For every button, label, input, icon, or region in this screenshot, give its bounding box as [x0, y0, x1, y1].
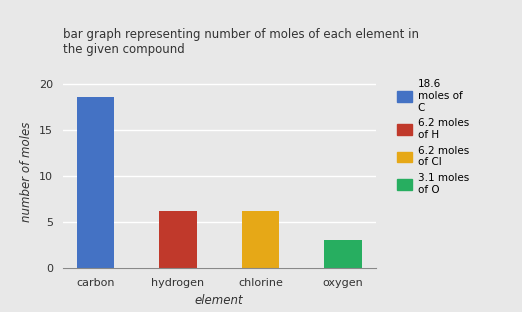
Legend: 18.6
moles of
C, 6.2 moles
of H, 6.2 moles
of Cl, 3.1 moles
of O: 18.6 moles of C, 6.2 moles of H, 6.2 mol… — [394, 76, 472, 198]
Y-axis label: number of moles: number of moles — [20, 121, 33, 222]
X-axis label: element: element — [195, 294, 244, 307]
Bar — [242, 211, 279, 268]
Text: bar graph representing number of moles of each element in
the given compound: bar graph representing number of moles o… — [63, 28, 419, 56]
Bar — [77, 97, 114, 268]
Bar — [159, 211, 197, 268]
Bar — [325, 240, 362, 268]
